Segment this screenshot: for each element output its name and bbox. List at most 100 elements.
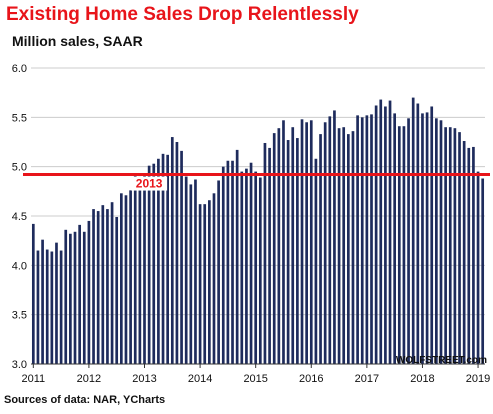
bar (203, 204, 207, 364)
chart-subtitle: Million sales, SAAR (12, 33, 143, 49)
bar (397, 126, 401, 364)
bar (240, 171, 244, 364)
bar (337, 128, 341, 364)
bar (45, 249, 49, 364)
bar (360, 117, 364, 364)
x-tick-label: 2018 (410, 373, 434, 385)
bar (50, 251, 54, 364)
y-tick-label: 4.0 (12, 260, 27, 272)
bar (319, 134, 322, 364)
bar (189, 184, 193, 364)
bar (314, 158, 318, 364)
bar (129, 190, 132, 364)
bar (374, 105, 378, 364)
bar (444, 127, 447, 364)
bar (277, 128, 281, 364)
x-axis-ticks: 2011 2012 2013 2014 2015 2016 2017 2018 2019 (21, 364, 490, 385)
bar (82, 231, 86, 364)
bar (212, 193, 216, 364)
bar (198, 204, 202, 364)
bar (481, 178, 485, 364)
bar (402, 126, 406, 364)
x-tick-label: 2016 (299, 373, 323, 385)
bar (439, 120, 443, 364)
bar (152, 163, 156, 364)
bar (467, 147, 471, 364)
bar (342, 127, 346, 364)
reference-line-group: 2013 (23, 173, 490, 191)
bar (143, 173, 146, 364)
bar (435, 118, 438, 364)
bar (309, 120, 313, 364)
bar (272, 133, 276, 364)
bar (351, 131, 355, 364)
bar (263, 142, 267, 364)
bar (268, 147, 271, 364)
bar (184, 176, 188, 364)
bar (300, 119, 304, 364)
bar (346, 134, 350, 364)
bar (235, 149, 239, 364)
bar (87, 220, 91, 364)
reference-label: 2013 (136, 177, 163, 191)
bar (119, 193, 123, 364)
bar (55, 242, 58, 364)
x-tick-label: 2015 (243, 373, 267, 385)
bar (365, 115, 369, 364)
bar (138, 176, 142, 364)
bar (157, 158, 160, 364)
credit-label: WOLFSTREET.com (395, 355, 487, 366)
bar (282, 120, 285, 364)
y-tick-label: 3.5 (12, 310, 27, 322)
bar (328, 116, 332, 364)
bar (175, 142, 179, 364)
y-axis-ticks: 3.0 3.5 4.0 4.5 5.0 5.5 6.0 (12, 63, 27, 371)
y-tick-label: 5.0 (12, 162, 27, 174)
bar (221, 166, 225, 364)
bar (258, 177, 262, 364)
y-tick-label: 3.0 (12, 359, 27, 371)
x-tick-label: 2019 (466, 373, 490, 385)
x-tick-label: 2011 (21, 373, 45, 385)
bar (194, 179, 197, 364)
bar (453, 128, 457, 364)
x-tick-label: 2013 (132, 373, 156, 385)
bar (370, 114, 373, 364)
bar (41, 239, 44, 364)
bar (180, 150, 183, 364)
x-tick-label: 2012 (77, 373, 101, 385)
bar (73, 231, 77, 364)
bar (59, 250, 63, 364)
bar (36, 250, 40, 364)
bar (69, 233, 72, 364)
bar (421, 113, 424, 365)
y-tick-label: 6.0 (12, 63, 27, 75)
bar (133, 173, 137, 364)
y-tick-label: 4.5 (12, 211, 27, 223)
bar (166, 154, 170, 364)
bar (208, 200, 211, 364)
bar (296, 138, 299, 364)
x-tick-label: 2014 (188, 373, 212, 385)
bar (393, 113, 397, 365)
bar (305, 122, 308, 365)
bar (384, 106, 387, 364)
bar (323, 122, 327, 365)
bar (170, 137, 174, 364)
bar (231, 160, 234, 364)
bar (31, 223, 35, 364)
bar (286, 140, 290, 364)
bar (161, 153, 165, 364)
bar (78, 224, 81, 364)
bar (92, 209, 95, 364)
chart-title: Existing Home Sales Drop Relentlessly (6, 4, 359, 25)
source-note: Sources of data: NAR, YCharts (4, 394, 166, 406)
bar (115, 216, 119, 364)
bar (388, 100, 392, 364)
bar (124, 195, 128, 364)
bar-series (31, 97, 485, 365)
bar (411, 97, 415, 364)
bar (430, 106, 434, 364)
bar (245, 168, 248, 364)
